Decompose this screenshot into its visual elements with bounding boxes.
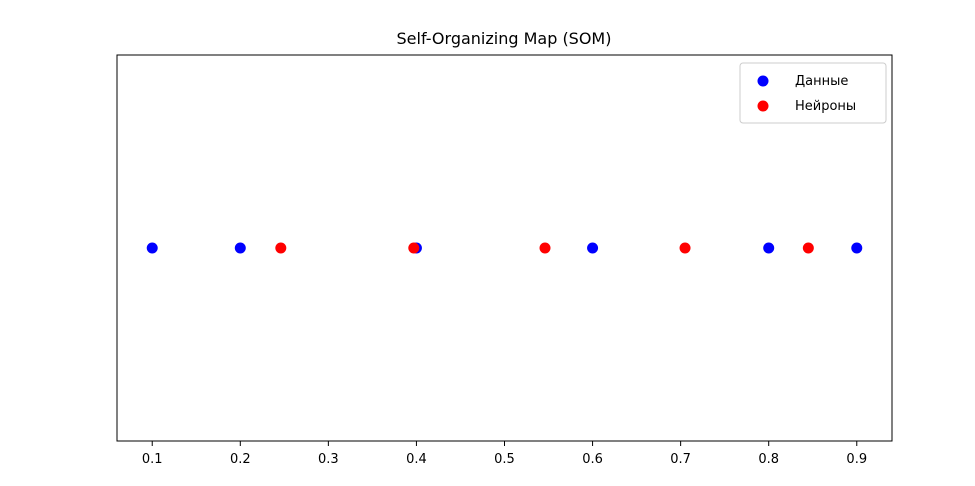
neuron-point (275, 242, 287, 254)
legend-marker-danye (757, 75, 769, 87)
legend-label-neirony: Нейроны (795, 99, 856, 114)
neuron-point (679, 242, 691, 254)
legend-box (739, 62, 887, 124)
x-tick-label: 0.6 (582, 452, 603, 467)
data-point (851, 242, 863, 254)
legend-marker-neirony (757, 100, 769, 112)
x-tick-label: 0.3 (318, 452, 339, 467)
x-tick-label: 0.4 (406, 452, 427, 467)
data-point (763, 242, 775, 254)
x-tick-label: 0.5 (494, 452, 515, 467)
neuron-point (539, 242, 551, 254)
chart-title: Self-Organizing Map (SOM) (397, 29, 612, 48)
neuron-point (408, 242, 420, 254)
points-layer (146, 242, 863, 254)
data-point (587, 242, 599, 254)
x-tick-label: 0.2 (230, 452, 251, 467)
x-axis: 0.1 0.2 0.3 0.4 0.5 0.6 0.7 0.8 0.9 (142, 441, 867, 467)
legend-label-danye: Данные (795, 74, 848, 89)
data-point (146, 242, 158, 254)
legend: Данные Нейроны (739, 62, 887, 124)
data-point (234, 242, 246, 254)
x-tick-label: 0.7 (670, 452, 691, 467)
x-tick-label: 0.1 (142, 452, 163, 467)
x-tick-label: 0.9 (846, 452, 867, 467)
neuron-point (802, 242, 814, 254)
x-tick-label: 0.8 (758, 452, 779, 467)
